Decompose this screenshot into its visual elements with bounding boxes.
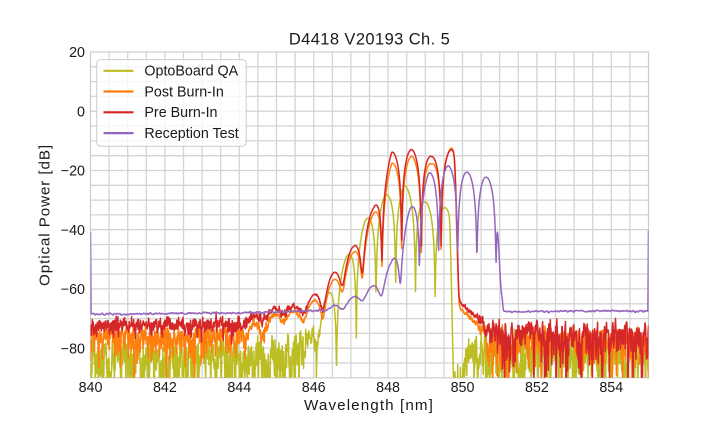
svg-text:−60: −60 xyxy=(61,282,85,298)
svg-text:D4418 V20193 Ch. 5: D4418 V20193 Ch. 5 xyxy=(289,31,450,49)
svg-text:Optical Power [dB]: Optical Power [dB] xyxy=(37,144,54,286)
svg-text:20: 20 xyxy=(69,45,85,61)
svg-text:−80: −80 xyxy=(61,341,85,357)
svg-text:Reception Test: Reception Test xyxy=(144,126,238,142)
svg-text:844: 844 xyxy=(227,380,251,396)
svg-text:848: 848 xyxy=(376,380,400,396)
svg-text:Post Burn-In: Post Burn-In xyxy=(144,84,224,100)
svg-text:0: 0 xyxy=(77,104,85,120)
svg-text:−40: −40 xyxy=(61,223,85,239)
svg-text:846: 846 xyxy=(302,380,326,396)
svg-text:840: 840 xyxy=(79,380,103,396)
svg-text:850: 850 xyxy=(451,380,475,396)
svg-text:854: 854 xyxy=(599,380,623,396)
svg-text:−20: −20 xyxy=(61,164,85,180)
svg-text:OptoBoard QA: OptoBoard QA xyxy=(144,64,238,80)
svg-text:Pre Burn-In: Pre Burn-In xyxy=(144,105,217,121)
svg-text:Wavelength [nm]: Wavelength [nm] xyxy=(304,397,434,414)
svg-text:852: 852 xyxy=(525,380,549,396)
svg-text:842: 842 xyxy=(153,380,177,396)
